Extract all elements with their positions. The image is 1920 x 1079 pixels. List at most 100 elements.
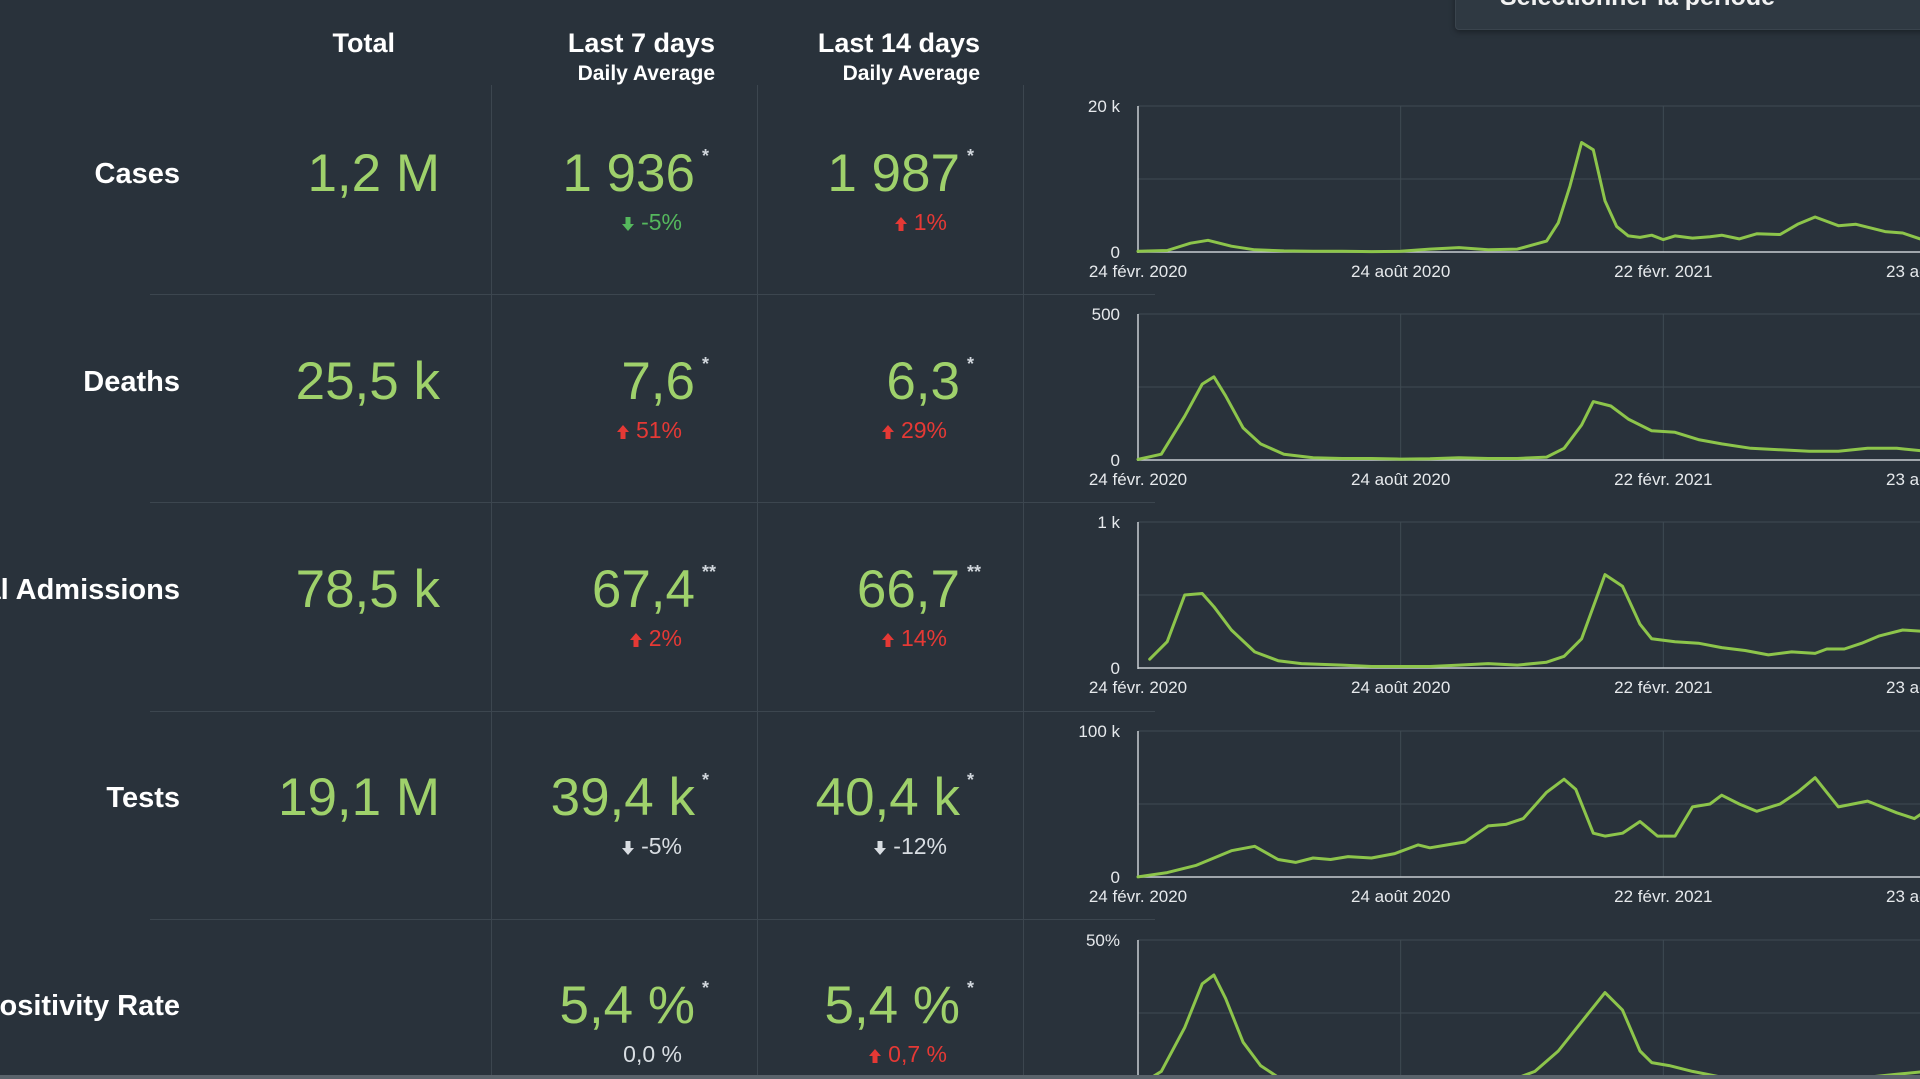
y-tick-label: 20 k [1088, 97, 1121, 116]
arrow-up-icon [616, 417, 636, 443]
last14-change-text: 29% [900, 417, 947, 443]
last14-value: 6,3 [886, 352, 960, 411]
last14-footnote-mark: * [967, 146, 975, 166]
row-label: ositivity Rate [0, 990, 180, 1022]
last14-change: -12% [873, 833, 947, 860]
header-total: Total [333, 28, 396, 59]
header-total-title: Total [332, 28, 396, 58]
last14-value: 1 987 [827, 144, 960, 203]
last7-value: 67,4 [591, 560, 695, 619]
x-tick-label: 23 ao [1886, 678, 1920, 697]
series-line [1148, 573, 1920, 668]
last7-change: -5% [621, 833, 682, 860]
total-value: 25,5 k [295, 352, 440, 411]
period-selector-label: Sélectionner la période [1500, 0, 1775, 12]
last7-value: 1 936 [562, 144, 695, 203]
last14-footnote-mark: ** [967, 562, 982, 582]
last7-footnote-mark: * [702, 354, 710, 374]
last7-footnote-mark: * [702, 770, 710, 790]
y-tick-label: 100 k [1078, 722, 1120, 741]
last7-value: 39,4 k [550, 768, 695, 827]
row-divider [150, 294, 1155, 295]
last7-change-text: -5% [641, 833, 682, 859]
x-tick-label: 22 févr. 2021 [1614, 887, 1712, 906]
x-tick-label: 24 févr. 2020 [1089, 678, 1187, 697]
last7-change-text: 0,0 % [623, 1041, 682, 1067]
last7-change-text: 2% [648, 625, 682, 651]
y-tick-label: 50% [1086, 931, 1120, 950]
x-tick-label: 24 févr. 2020 [1089, 262, 1187, 281]
total-value: 19,1 M [277, 768, 440, 827]
divider-last14-chart [1023, 85, 1024, 1079]
total-value: 78,5 k [295, 560, 440, 619]
arrow-up-icon [629, 625, 649, 651]
last7-value: 5,4 % [559, 976, 695, 1035]
arrow-down-icon [621, 209, 641, 235]
x-tick-label: 24 août 2020 [1351, 262, 1450, 281]
y-tick-label: 0 [1111, 868, 1120, 887]
y-tick-label: 1 k [1097, 513, 1120, 532]
row-label: al Admissions [0, 574, 180, 606]
last14-change-text: 1% [913, 209, 947, 235]
series-line [1146, 973, 1920, 1079]
x-tick-label: 24 févr. 2020 [1089, 887, 1187, 906]
period-selector[interactable]: Sélectionner la période [1455, 0, 1920, 30]
header-last14-subtitle: Daily Average [842, 62, 980, 85]
y-tick-label: 500 [1092, 305, 1120, 324]
series-line [1136, 776, 1920, 879]
last7-footnote-mark: * [702, 978, 710, 998]
x-tick-label: 22 févr. 2021 [1614, 262, 1712, 281]
row-label: Cases [94, 158, 180, 190]
header-last7-subtitle: Daily Average [577, 62, 715, 85]
last14-change-text: -12% [893, 833, 947, 859]
header-last14: Last 14 days Daily Average [818, 28, 980, 86]
last7-change: -5% [621, 209, 682, 236]
row-label: Tests [106, 782, 180, 814]
y-tick-label: 0 [1111, 451, 1120, 470]
x-tick-label: 24 août 2020 [1351, 470, 1450, 489]
bottom-edge [0, 1075, 1920, 1079]
series-line [1136, 375, 1920, 461]
x-tick-label: 23 ao [1886, 470, 1920, 489]
last14-change: 0,7 % [868, 1041, 947, 1068]
divider-total-last7 [491, 85, 492, 1079]
last14-change: 14% [881, 625, 947, 652]
header-last7: Last 7 days Daily Average [568, 28, 715, 86]
last7-footnote-mark: * [702, 146, 710, 166]
x-tick-label: 23 ao [1886, 262, 1920, 281]
header-last7-title: Last 7 days [567, 28, 715, 58]
last7-change: 2% [629, 625, 682, 652]
divider-last7-last14 [757, 85, 758, 1079]
arrow-up-icon [881, 625, 901, 651]
arrow-down-icon [621, 833, 641, 859]
x-tick-label: 24 août 2020 [1351, 887, 1450, 906]
row-label: Deaths [83, 366, 180, 398]
arrow-up-icon [894, 209, 914, 235]
last7-footnote-mark: ** [702, 562, 717, 582]
last7-change-text: -5% [641, 209, 682, 235]
y-tick-label: 0 [1111, 659, 1120, 678]
x-tick-label: 23 ao [1886, 887, 1920, 906]
arrow-up-icon [868, 1041, 888, 1067]
last7-change-text: 51% [635, 417, 682, 443]
header-last14-title: Last 14 days [817, 28, 980, 58]
last14-footnote-mark: * [967, 770, 975, 790]
row-divider [150, 711, 1155, 712]
y-tick-label: 0 [1111, 243, 1120, 262]
last14-change: 1% [894, 209, 947, 236]
x-tick-label: 22 févr. 2021 [1614, 678, 1712, 697]
last14-change: 29% [881, 417, 947, 444]
row-divider [150, 919, 1155, 920]
arrow-up-icon [881, 417, 901, 443]
last14-value: 5,4 % [824, 976, 960, 1035]
last7-change: 51% [616, 417, 682, 444]
x-tick-label: 24 févr. 2020 [1089, 470, 1187, 489]
arrow-down-icon [873, 833, 893, 859]
last14-change-text: 14% [900, 625, 947, 651]
last14-value: 66,7 [856, 560, 960, 619]
row-divider [150, 502, 1155, 503]
last14-value: 40,4 k [815, 768, 960, 827]
last14-change-text: 0,7 % [888, 1041, 947, 1067]
series-line [1136, 141, 1920, 254]
